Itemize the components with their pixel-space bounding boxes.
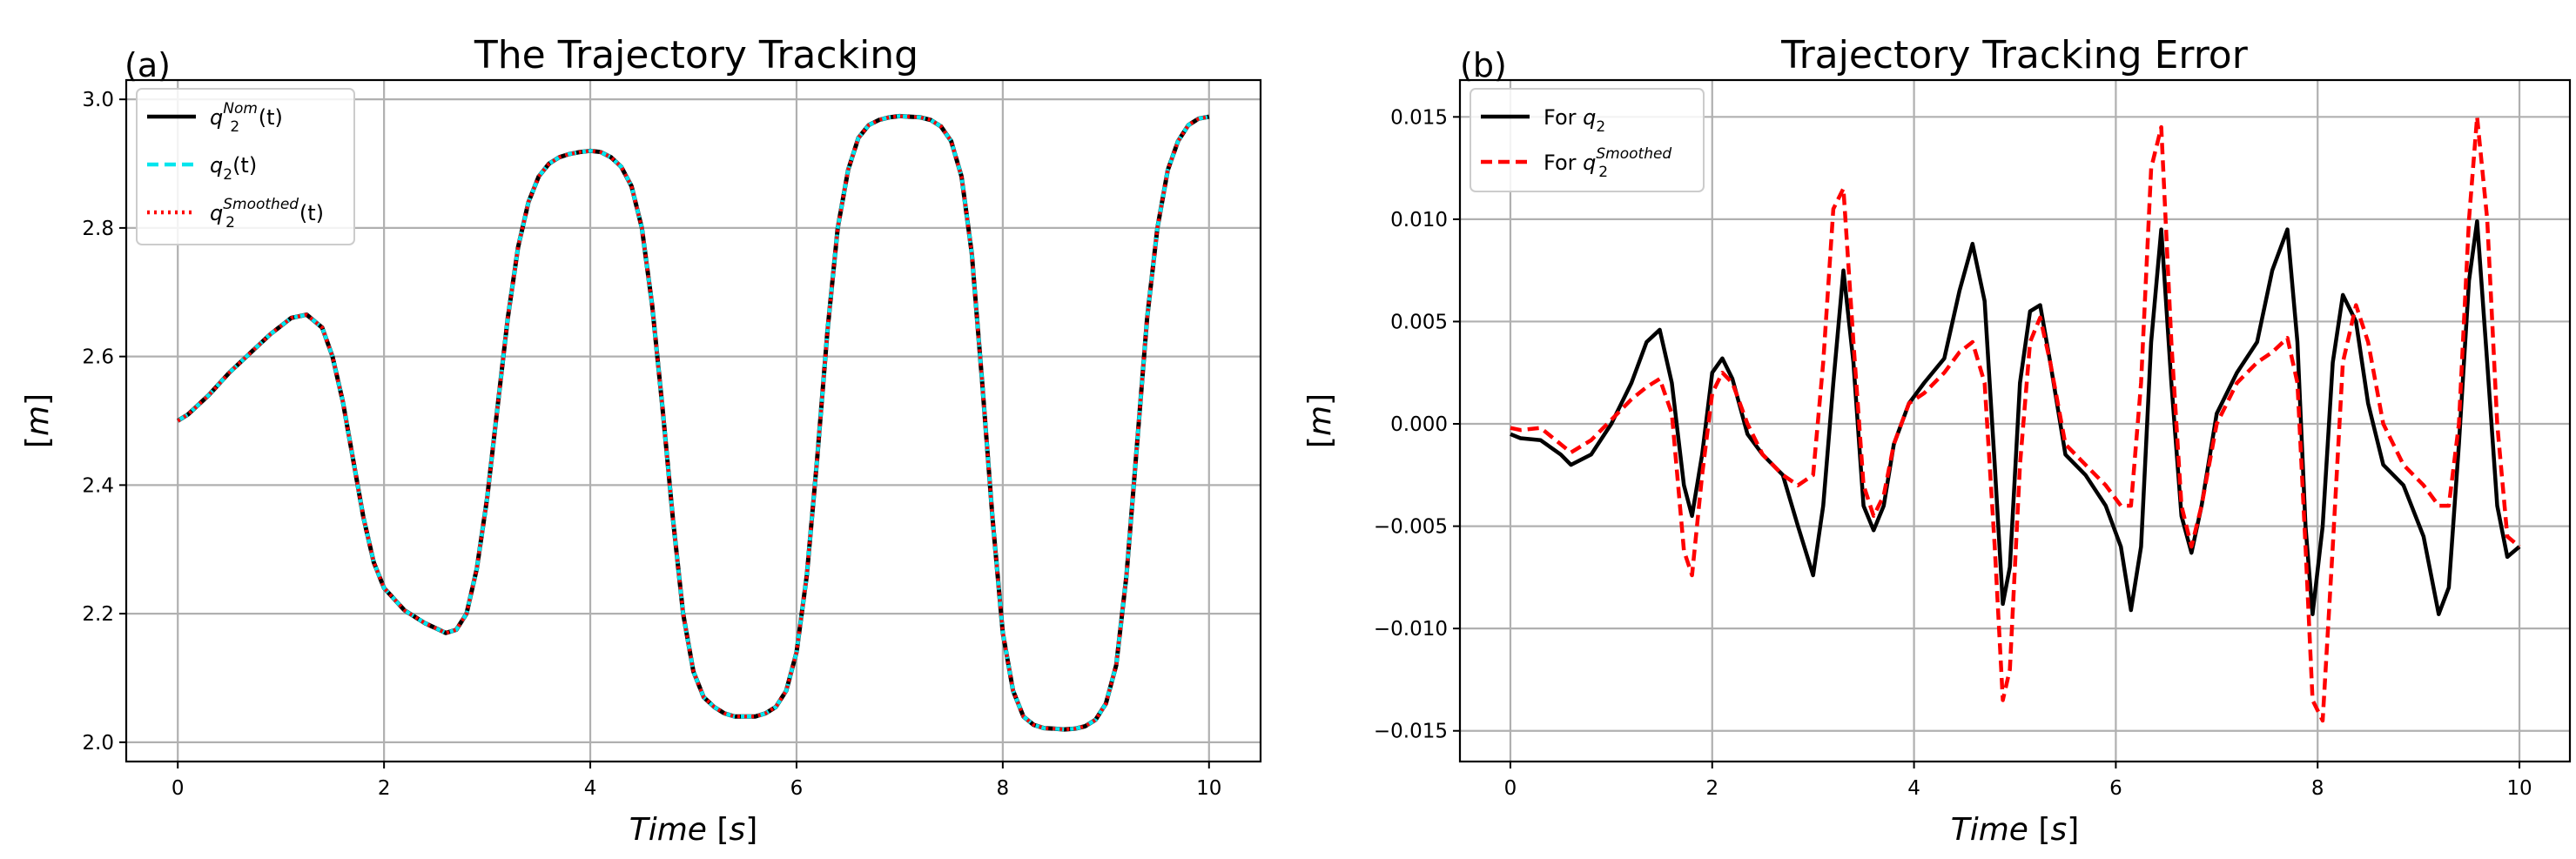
chart-panel-a: 0 2 4 6 8 10 2.0 2.2 2.4 2.6 2.8 3.0 The Trajectory … (20, 33, 1262, 848)
y-tick-label: 3.0 (82, 89, 114, 111)
y-axis-label-bracket-open: [ (20, 436, 56, 448)
panel-label: (a) (124, 46, 171, 84)
series-line-for-q2-smoothed (1510, 115, 2521, 723)
legend-label: For qSmoothed 2 (1544, 145, 1671, 181)
legend-label-base: q (1583, 105, 1596, 130)
legend-label-sub: 2 (225, 214, 235, 232)
x-axis-label-word: Time (629, 812, 707, 848)
legend-label-base: q (210, 105, 223, 130)
legend: qNom 2 (t)q2(t)qSmoothed 2 (t) (136, 88, 355, 245)
x-axis-label-bracket-open: [ (2028, 812, 2051, 848)
panel-label: (b) (1460, 46, 1507, 84)
plot-frame (1458, 78, 2572, 763)
series-line-q2-smoothed-t- (177, 114, 1210, 732)
y-tick-label: −0.005 (1374, 516, 1448, 539)
y-tick-label: −0.010 (1374, 618, 1448, 641)
x-axis-label-word: Time (1951, 812, 2028, 848)
y-tick-label: 0.005 (1390, 311, 1448, 333)
x-tick-label: 8 (997, 777, 1010, 800)
legend-box (1470, 88, 1705, 192)
x-axis-label-unit: s (2050, 812, 2067, 848)
y-axis-label: [m] (1302, 393, 1338, 448)
legend-box (136, 88, 355, 245)
legend-label-suffix: (t) (299, 201, 324, 225)
y-axis-label-unit: m (20, 406, 56, 436)
y-tick-label: 0.015 (1390, 106, 1448, 129)
x-axis-label-bracket-close: ] (2067, 812, 2079, 848)
plot-frame (124, 78, 1262, 763)
legend-label-base: q (1583, 151, 1596, 175)
y-tick-label: 2.6 (82, 346, 114, 369)
x-axis-label-bracket-close: ] (745, 812, 757, 848)
legend-label: qNom 2 (t) (210, 100, 283, 136)
x-tick-label: 6 (790, 777, 804, 800)
x-axis-label: Time [s] (629, 812, 758, 848)
x-axis-label-unit: s (729, 812, 745, 848)
y-axis-label: [m] (20, 393, 56, 448)
y-axis-label-bracket-close: ] (20, 393, 56, 406)
legend-label-prefix: For (1544, 105, 1583, 130)
y-axis-label-bracket-close: ] (1302, 393, 1338, 406)
legend-label-sub: 2 (223, 166, 232, 184)
x-tick-label: 0 (172, 777, 185, 800)
y-tick-label: −0.015 (1374, 721, 1448, 743)
legend-label-sub: 2 (1596, 118, 1605, 136)
legend-label-base: q (210, 153, 223, 178)
x-axis-label-bracket-open: [ (707, 812, 730, 848)
y-axis-label-unit: m (1302, 406, 1338, 436)
legend-label-sub: 2 (1598, 164, 1608, 181)
legend-label-sup: Smoothed (223, 196, 299, 213)
x-tick-label: 2 (1705, 777, 1718, 800)
y-axis-label-bracket-open: [ (1302, 436, 1338, 448)
legend-label-base: q (210, 201, 223, 225)
legend-label-sup: Smoothed (1596, 145, 1671, 163)
y-tick-label: 2.2 (82, 603, 114, 626)
x-tick-label: 8 (2311, 777, 2324, 800)
legend-label-suffix: (t) (232, 153, 257, 178)
y-tick-label: 2.0 (82, 732, 114, 755)
y-tick-label: 2.8 (82, 218, 114, 240)
y-tick-label: 0.000 (1390, 413, 1448, 436)
legend-label-sup: Nom (223, 100, 258, 117)
series-line-for-q2 (1510, 218, 2521, 616)
x-tick-label: 4 (1907, 777, 1920, 800)
y-tick-label: 0.010 (1390, 209, 1448, 232)
chart-title: Trajectory Tracking Error (1780, 33, 2249, 77)
x-tick-label: 4 (584, 777, 597, 800)
x-tick-label: 0 (1504, 777, 1517, 800)
x-tick-label: 10 (1196, 777, 1221, 800)
chart-panel-b: 0 2 4 6 8 10 −0.015 −0.010 −0.005 0.000 0.005 0.010… (1302, 33, 2572, 848)
legend-label-suffix: (t) (259, 105, 283, 130)
legend-label: qSmoothed 2 (t) (210, 196, 324, 232)
x-axis-label: Time [s] (1951, 812, 2080, 848)
x-tick-label: 2 (378, 777, 391, 800)
legend-label-sub: 2 (230, 118, 239, 136)
y-tick-label: 2.4 (82, 474, 114, 497)
series-line-q2-t- (177, 114, 1210, 732)
legend-label: For q2 (1544, 105, 1605, 136)
legend-label: q2(t) (210, 153, 257, 184)
x-tick-label: 6 (2109, 777, 2122, 800)
chart-title: The Trajectory Tracking (474, 33, 918, 77)
legend-label-prefix: For (1544, 151, 1583, 175)
x-tick-label: 10 (2506, 777, 2532, 800)
